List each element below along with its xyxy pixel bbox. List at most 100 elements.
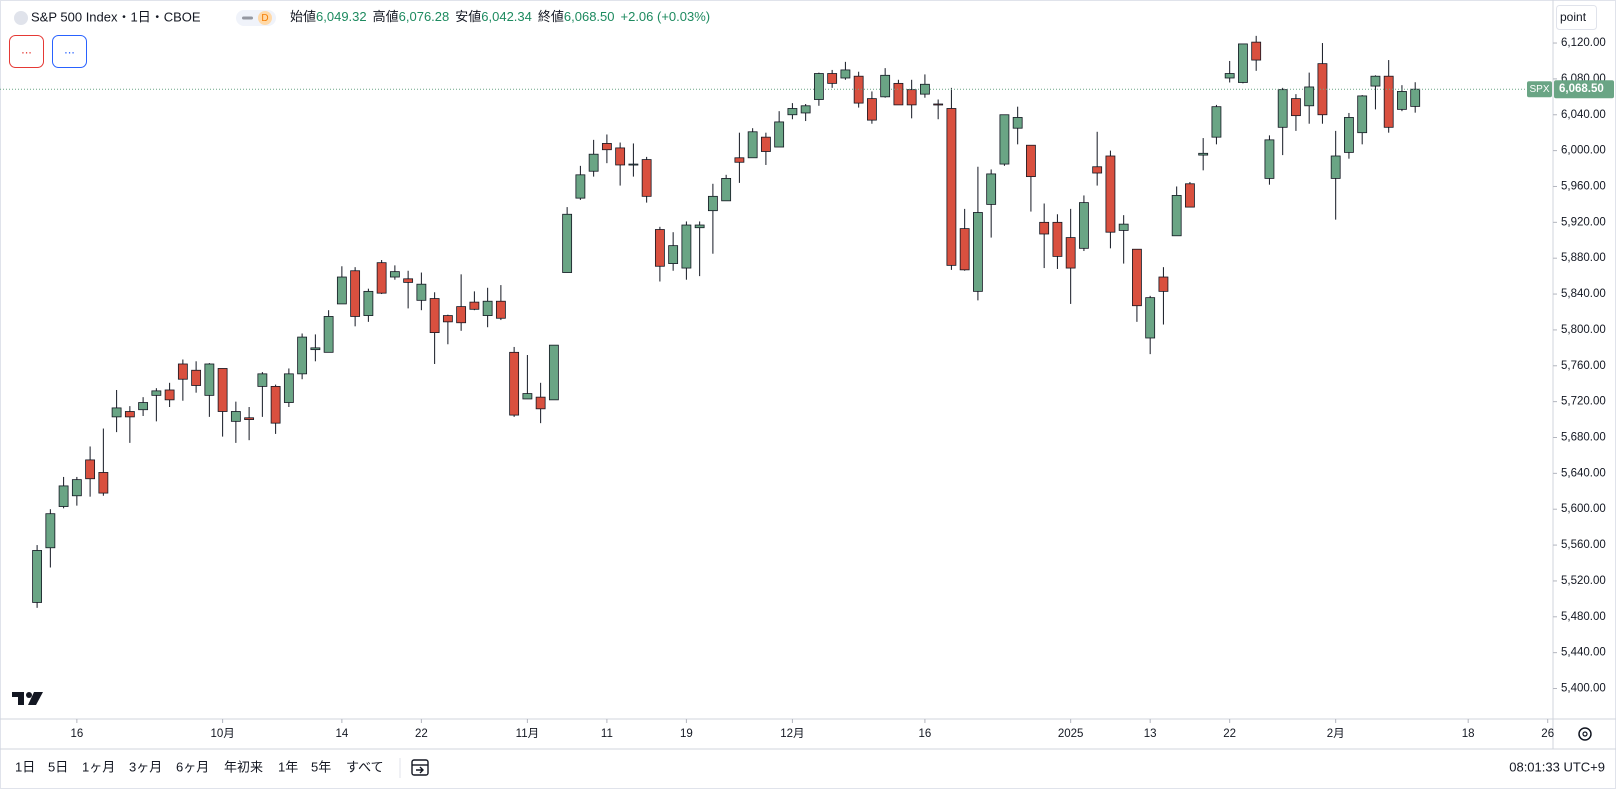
candle-body [1291,98,1301,117]
indicator-button[interactable] [52,35,87,68]
high-label: 高値 [373,9,399,24]
candle-body [124,411,135,418]
candle-body [535,396,546,410]
interval-badge: D [261,13,268,24]
candle-body [601,143,612,151]
range-button[interactable]: 5日 [48,759,68,774]
plot-area [0,35,1553,608]
candle-body [813,73,824,100]
candle-body [1317,63,1328,116]
candle-body [628,163,639,166]
candle-body [867,98,877,121]
candle-body [774,121,785,148]
settings-icon[interactable] [1578,727,1592,741]
candle-body [840,69,851,79]
candle-body [336,276,347,305]
candle-body [482,300,493,316]
candle-body [827,73,838,84]
symbol-title: S&P 500 Index・1日・CBOE [31,9,201,24]
candle-body [244,417,255,420]
candle-body [1079,202,1089,249]
range-button[interactable]: 年初来 [224,759,263,774]
candle-body [760,136,771,152]
y-tick-label: 5,400.00 [1561,683,1606,695]
candle-body [933,103,944,106]
candle-body [641,159,652,197]
range-button[interactable]: 5年 [311,759,331,774]
candle-body [681,224,692,269]
y-tick-label: 5,480.00 [1561,611,1606,623]
candle-body [1092,166,1103,174]
unit-button-label[interactable]: point [1560,10,1587,24]
y-tick-label: 5,720.00 [1561,396,1606,408]
candle-body [1251,41,1262,61]
candle-body [1026,144,1036,178]
candle-body [310,347,321,351]
settings-icon-center[interactable] [1582,731,1588,737]
candle-body [509,351,520,416]
y-tick-label: 5,840.00 [1561,288,1606,300]
candle-body [880,74,891,98]
candle-body [946,108,957,266]
candle-body [562,213,573,273]
y-tick-label: 5,440.00 [1561,647,1606,659]
candle-body [217,368,228,412]
x-tick-label: 2025 [1058,728,1084,740]
indicator-button-label[interactable]: ... [64,41,75,56]
candle-body [297,336,308,375]
range-button[interactable]: 1年 [278,759,298,774]
ohlc-legend: 始値6,049.32 高値6,076.28 安値6,042.34 終値6,068.50… [290,9,710,24]
x-tick-label: 2月 [1327,728,1345,740]
range-button[interactable]: 1日 [15,759,35,774]
symbol-tag [1527,81,1552,98]
candle-body [151,390,162,396]
candle-body [376,262,387,294]
candle-body [1383,75,1394,128]
range-button[interactable]: 3ヶ月 [129,759,162,774]
range-button[interactable]: すべて [346,759,384,774]
candle-body [1344,117,1354,153]
change-value: +2.06 (+0.03%) [621,9,711,24]
x-tick-label: 19 [680,728,693,740]
candle-body [1012,117,1023,129]
y-tick-label: 5,680.00 [1561,432,1606,444]
y-tick-label: 5,600.00 [1561,503,1606,515]
candle-body [1039,221,1050,235]
candle-body [323,316,334,353]
close-label: 終値 [538,9,564,24]
unit-button[interactable] [1556,5,1597,30]
candle-body [694,224,705,229]
x-tick-label: 26 [1541,728,1554,740]
candle-body [456,306,467,324]
candle-body [1264,139,1275,179]
indicator-button[interactable] [9,35,44,68]
candle-body [71,479,82,497]
y-tick-label: 5,760.00 [1561,360,1606,372]
x-tick-label: 12月 [780,728,804,740]
candle-body [588,153,599,172]
range-button[interactable]: 1ヶ月 [82,759,115,774]
clock: 08:01:33 UTC+9 [1509,759,1605,774]
candle-body [575,174,586,199]
y-tick-label: 5,800.00 [1561,324,1606,336]
candle-body [495,300,506,319]
calendar-icon[interactable] [411,759,429,776]
candle-body [747,131,758,159]
x-tick-label: 22 [415,728,428,740]
logo-part [28,692,43,705]
indicator-button-label[interactable]: ... [21,41,32,56]
x-tick-label: 11 [601,728,613,740]
toolbar: 1日 5日 1ヶ月 3ヶ月 6ヶ月 年初来 1年 5年 すべて [15,759,384,774]
high-value: 6,076.28 [399,9,450,24]
low-label: 安値 [455,9,481,24]
calendar-frame[interactable] [411,759,429,776]
low-value: 6,042.34 [481,9,532,24]
candle-body [893,82,904,106]
x-tick-label: 13 [1144,728,1157,740]
candle-body [111,407,122,418]
open-label: 始値 [290,9,316,24]
badge [258,11,272,25]
range-button[interactable]: 6ヶ月 [176,759,209,774]
calendar-arrow[interactable] [416,766,424,774]
